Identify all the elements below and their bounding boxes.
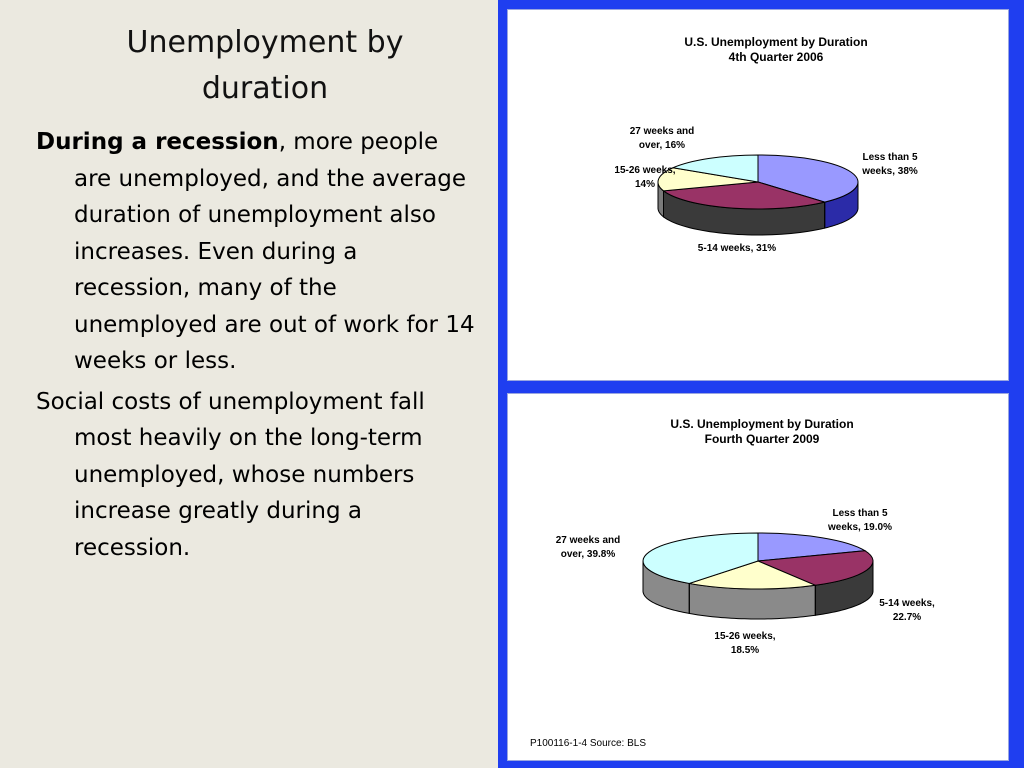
chart-2006-label-less-than-5-weeks-line-2: weeks, 38% (861, 166, 918, 177)
chart-2009-source-note: P100116-1-4 Source: BLS (530, 738, 646, 749)
chart-2006-slice-15-26-weeks (657, 167, 759, 192)
chart-2006-slice-5-14-weeks (662, 181, 827, 210)
chart-2009-label-27-weeks-and-over-line-1: 27 weeks and (556, 535, 620, 546)
chart-2009-slice-27-weeks-and-over (642, 532, 759, 584)
chart-2009-label-15-26-weeks-line-2: 18.5% (731, 645, 759, 656)
chart-2009-label-27-weeks-and-over-line-2: over, 39.8% (561, 549, 616, 560)
chart-2009: U.S. Unemployment by Duration Fourth Quar… (507, 393, 1009, 761)
chart-2009-slice-5-14-weeks (757, 550, 874, 586)
paragraph-recession: During a recession, more people are unem… (36, 124, 476, 380)
paragraph-recession-body: , more people are unemployed, and the av… (74, 129, 475, 374)
chart-panel: U.S. Unemployment by Duration 4th Quarter… (498, 0, 1024, 768)
chart-2006-label-15-26-weeks-line-2: 14% (635, 179, 655, 190)
chart-2006-slice-less-than-5-weeks (757, 154, 859, 203)
chart-2009-title-line-2: Fourth Quarter 2009 (705, 432, 820, 446)
paragraph-recession-lead: During a recession (36, 129, 279, 155)
chart-2009-label-5-14-weeks-line-1: 5-14 weeks, (879, 598, 935, 609)
chart-2006-slice-27-weeks-and-over (671, 154, 759, 183)
chart-2009-label-15-26-weeks-line-1: 15-26 weeks, (714, 631, 775, 642)
chart-2006-label-27-weeks-and-over-line-1: 27 weeks and (630, 126, 694, 137)
slide-title: Unemployment by duration (126, 25, 404, 106)
chart-2009-label-less-than-5-weeks-line-1: Less than 5 (832, 508, 887, 519)
chart-2006-label-15-26-weeks-line-1: 15-26 weeks, (614, 165, 675, 176)
chart-2009-slice-less-than-5-weeks (757, 532, 867, 562)
chart-2006-label-5-14-weeks: 5-14 weeks, 31% (698, 243, 776, 254)
chart-2009-pie-top (642, 532, 874, 590)
chart-2006-label-27-weeks-and-over-line-2: over, 16% (639, 140, 685, 151)
chart-2006-title-line-2: 4th Quarter 2006 (729, 50, 824, 64)
chart-2006-pie-sides (657, 181, 859, 236)
chart-2009-title-line-1: U.S. Unemployment by Duration (670, 417, 853, 431)
chart-2006-title-line-1: U.S. Unemployment by Duration (684, 35, 867, 49)
paragraph-social-costs: Social costs of unemployment fall most h… (36, 388, 425, 561)
chart-2009-slice-15-26-weeks (689, 560, 818, 590)
body-text: During a recession, more people are unem… (36, 124, 476, 570)
chart-2006: U.S. Unemployment by Duration 4th Quarter… (507, 9, 1009, 381)
chart-2009-label-less-than-5-weeks-line-2: weeks, 19.0% (827, 522, 892, 533)
chart-2006-pie-top (657, 154, 859, 210)
chart-2009-label-5-14-weeks-line-2: 22.7% (893, 612, 921, 623)
chart-2006-label-less-than-5-weeks-line-1: Less than 5 (862, 152, 917, 163)
